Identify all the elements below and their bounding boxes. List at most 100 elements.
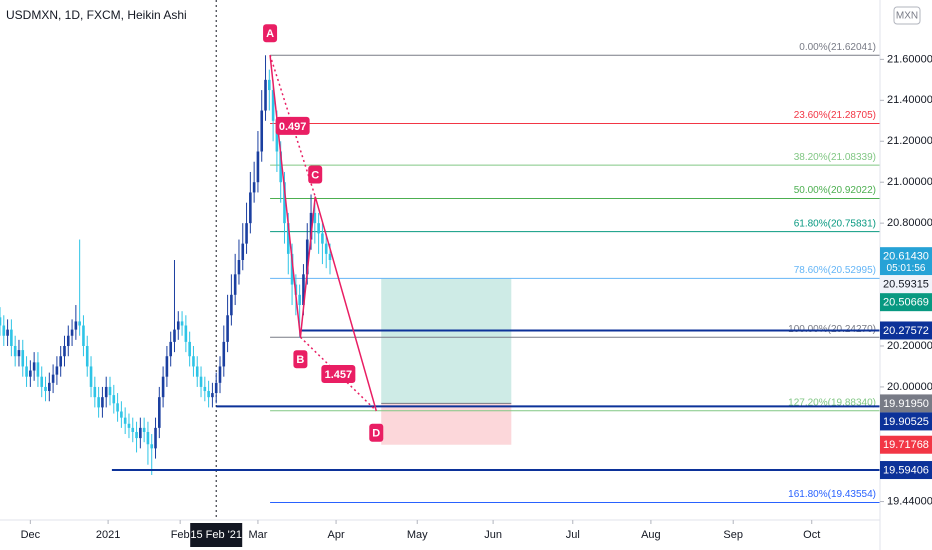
candle-body xyxy=(249,192,252,224)
ratio-label: 1.457 xyxy=(325,369,353,381)
candle-body xyxy=(97,397,100,408)
candle-body xyxy=(146,431,150,445)
currency-badge[interactable] xyxy=(893,6,921,25)
fib-label: 0.00%(21.62041) xyxy=(799,42,876,53)
y-tick-label: 21.00000 xyxy=(887,176,932,188)
candle-body xyxy=(25,366,28,377)
candle-body xyxy=(74,321,78,330)
chart-title: USDMXN, 1D, FXCM, Heikin Ashi xyxy=(6,8,187,22)
candle-body xyxy=(36,362,40,377)
y-tick-label: 21.60000 xyxy=(887,53,932,65)
x-tick-label: 2021 xyxy=(96,529,120,541)
x-tick-label: Jun xyxy=(484,529,502,541)
candle-body xyxy=(195,366,199,377)
candle-body xyxy=(29,370,32,377)
candle-body xyxy=(275,120,279,152)
price-tag-label: 19.59406 xyxy=(883,464,929,476)
candle-body xyxy=(165,356,169,377)
candle-body xyxy=(268,79,271,91)
candle-body xyxy=(66,335,70,346)
x-tick-label: Mar xyxy=(248,529,267,541)
y-tick-label: 21.40000 xyxy=(887,94,932,106)
point-badge xyxy=(263,24,278,43)
point-badge xyxy=(308,165,323,184)
price-tag xyxy=(880,394,932,413)
candle-body xyxy=(59,356,62,367)
y-tick-label: 20.00000 xyxy=(887,381,932,393)
price-tag-label: 20.61430 xyxy=(883,251,929,263)
pattern-leg xyxy=(269,55,302,338)
candle-body xyxy=(142,427,146,432)
candle-body xyxy=(154,427,157,449)
point-label: D xyxy=(372,428,380,440)
candle-body xyxy=(123,417,127,424)
candle-body xyxy=(93,386,97,398)
candle-body xyxy=(245,223,248,244)
y-tick-label: 19.44000 xyxy=(887,495,932,507)
candle-body xyxy=(222,341,226,367)
candle-body xyxy=(158,397,161,428)
x-tick-label: Sep xyxy=(723,529,743,541)
plot-area: 0.00%(21.62041) 23.60%(21.28705) 38.20%(21… xyxy=(0,0,880,520)
price-tag xyxy=(880,275,932,294)
candle-body xyxy=(305,239,309,275)
candle-body xyxy=(286,223,290,254)
candle-body xyxy=(40,376,44,387)
fib-label: 78.60%(20.52995) xyxy=(794,265,876,276)
price-tag-label: 20.50669 xyxy=(883,297,929,309)
candle-body xyxy=(112,395,116,404)
candle-body xyxy=(298,294,301,306)
price-tag-countdown: 05:01:56 xyxy=(887,263,926,274)
candle-body xyxy=(101,397,104,408)
candle-body xyxy=(256,151,260,183)
candle-body xyxy=(321,233,324,244)
ratio-label: 0.497 xyxy=(279,121,307,133)
candle-body xyxy=(21,350,25,367)
price-tag xyxy=(880,435,932,454)
fib-label: 50.00%(20.92022) xyxy=(794,185,876,196)
profit-zone xyxy=(381,278,512,404)
candle-body xyxy=(63,345,66,357)
candle-body xyxy=(13,345,17,357)
candle-body xyxy=(241,243,245,260)
fib-label: 161.80%(19.43554) xyxy=(788,489,876,500)
x-tick-label: Dec xyxy=(21,529,41,541)
candle-body xyxy=(48,382,51,392)
price-tag xyxy=(880,247,932,276)
price-tag xyxy=(880,293,932,312)
candle-body xyxy=(211,393,214,398)
price-tag xyxy=(880,412,932,431)
price-tag-label: 20.27572 xyxy=(883,325,929,337)
candle-body xyxy=(70,329,74,336)
candle-body xyxy=(260,110,264,152)
candle-body xyxy=(230,294,233,316)
candle-body xyxy=(264,79,267,111)
candle-body xyxy=(309,212,313,240)
candle-body xyxy=(184,325,188,342)
candle-body xyxy=(161,376,165,398)
candle-body xyxy=(6,329,9,336)
candle-body xyxy=(120,411,123,418)
candle-body xyxy=(150,444,154,449)
candle-body xyxy=(271,90,275,121)
candle-body xyxy=(207,391,210,398)
candle-body xyxy=(17,350,21,357)
price-tag-label: 19.71768 xyxy=(883,439,929,451)
candle-body xyxy=(317,223,320,234)
point-badge xyxy=(293,350,308,369)
candle-body xyxy=(218,366,222,383)
y-tick-label: 20.80000 xyxy=(887,217,932,229)
candle-body xyxy=(10,329,13,346)
x-tick-label: May xyxy=(407,529,428,541)
candle-body xyxy=(32,362,36,371)
candle-body xyxy=(233,274,237,295)
candle-body xyxy=(85,345,89,367)
candle-body xyxy=(139,427,142,439)
ratio-badge xyxy=(275,116,310,135)
y-tick-label: 21.20000 xyxy=(887,135,932,147)
candle-body xyxy=(324,243,328,254)
x-tick-label: Oct xyxy=(803,529,820,541)
price-tag xyxy=(880,321,932,340)
crosshair-label-bg xyxy=(190,523,243,547)
